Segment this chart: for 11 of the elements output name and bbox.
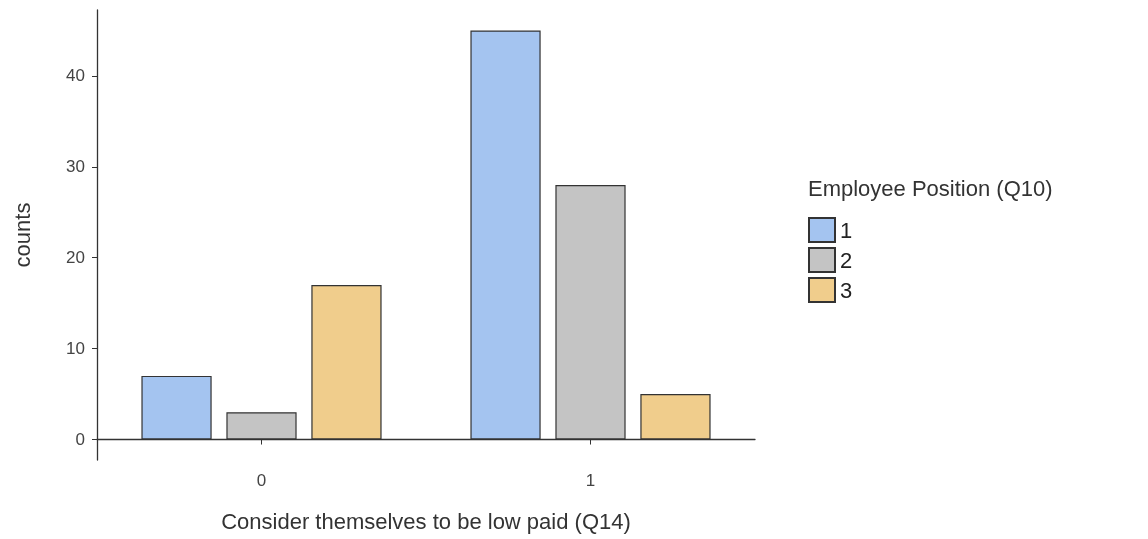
legend-title: Employee Position (Q10) — [808, 175, 1053, 201]
y-tick-label: 20 — [66, 248, 85, 268]
y-axis-title: counts — [9, 202, 35, 268]
y-tick-label: 0 — [75, 430, 85, 450]
y-tick-label: 10 — [66, 339, 85, 359]
legend-label: 3 — [840, 277, 853, 303]
legend-label: 2 — [840, 247, 853, 273]
y-tick-label: 40 — [66, 66, 85, 86]
legend-label: 1 — [840, 217, 853, 243]
x-axis-title: Consider themselves to be low paid (Q14) — [221, 508, 631, 534]
y-tick-label: 30 — [66, 157, 85, 177]
